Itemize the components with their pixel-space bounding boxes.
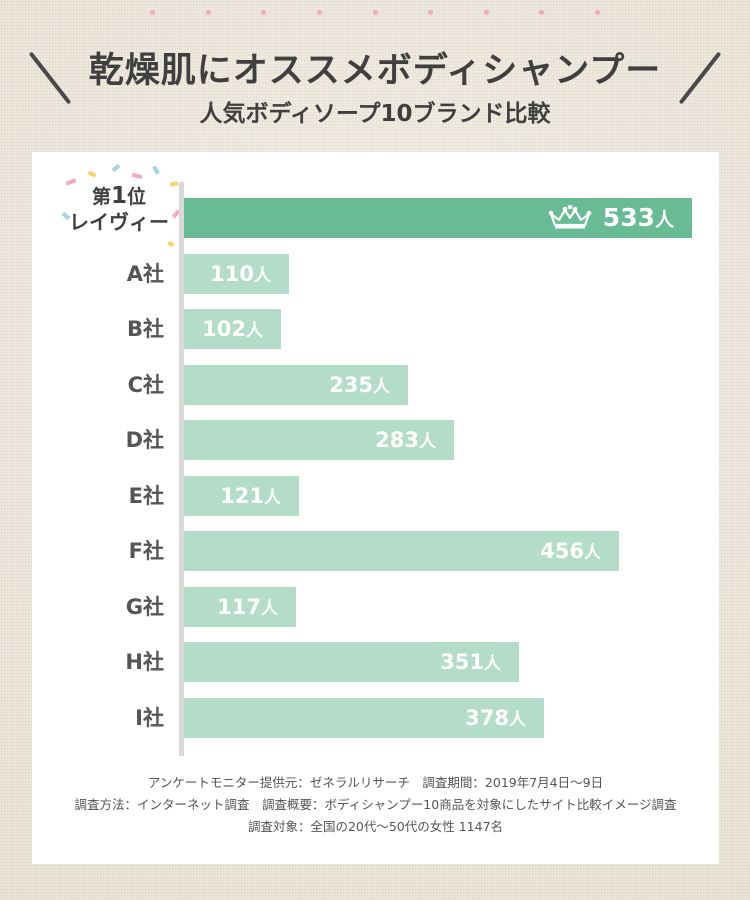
bar-value-number: 378 (465, 705, 509, 730)
bar: 121人 (184, 475, 299, 516)
bar-value-label: 533人 (547, 198, 674, 238)
survey-note-1: アンケートモニター提供元：ゼネラルリサーチ 調査期間：2019年7月4日〜9日 (147, 775, 604, 790)
bar-value-unit: 人 (509, 709, 526, 730)
bar-value-unit: 人 (654, 209, 674, 231)
bar-value-unit: 人 (584, 543, 601, 563)
bar-value-unit: 人 (373, 376, 390, 397)
bar-value-label: 110人 (210, 254, 271, 294)
bar-value-label: 102人 (202, 309, 263, 349)
bar-value-number: 110 (210, 261, 254, 286)
bar: 378人 (184, 697, 544, 738)
winner-name: レイヴィー (69, 210, 169, 234)
bar-value-number: 283 (375, 428, 419, 452)
bar-value-label: 378人 (465, 698, 526, 738)
category-label: G社 (125, 594, 164, 619)
confetti-piece (152, 165, 160, 175)
bar-value-number: 121 (220, 483, 264, 508)
bar-value-number: 456 (540, 539, 584, 563)
confetti-piece (131, 172, 143, 180)
survey-note-2: 調査方法：インターネット調査 調査概要：ボディシャンプー10商品を対象にしたサイ… (74, 797, 677, 812)
title-dots (150, 10, 600, 18)
bar-value-label: 117人 (217, 587, 278, 627)
page-subtitle: 人気ボディソープ10ブランド比較 (199, 101, 551, 127)
bar-value-unit: 人 (246, 321, 263, 341)
bar-value-number: 235 (329, 372, 373, 397)
confetti-piece (111, 163, 121, 173)
bar: 533人 (184, 198, 692, 238)
survey-note-3: 調査対象：全国の20代〜50代の女性 1147名 (247, 819, 504, 834)
winner-rank: 第1位 (91, 183, 147, 209)
bar: 235人 (184, 364, 408, 405)
page-title: 乾燥肌にオススメボディシャンプー (88, 51, 662, 91)
category-label: B社 (126, 317, 164, 341)
bar: 110人 (184, 253, 289, 294)
bar-value-label: 121人 (220, 476, 281, 516)
bar-value-unit: 人 (254, 265, 271, 286)
bar-value-label: 456人 (540, 531, 601, 571)
bar-value-number: 102 (202, 317, 246, 341)
bar: 102人 (184, 309, 281, 349)
category-label: E社 (128, 483, 164, 508)
bar: 117人 (184, 586, 296, 627)
bar-value-label: 235人 (329, 365, 390, 405)
category-label: F社 (128, 539, 164, 563)
bar-value-unit: 人 (419, 432, 436, 452)
bar-value-label: 351人 (440, 642, 501, 682)
bar-value-number: 351 (440, 650, 484, 674)
category-label: H社 (125, 650, 164, 674)
confetti-piece (167, 241, 175, 247)
bar: 283人 (184, 420, 454, 460)
bar-value-number: 533 (602, 203, 655, 232)
bar-value-number: 117 (217, 594, 261, 619)
bar-value-unit: 人 (264, 487, 281, 508)
bar-value-unit: 人 (261, 598, 278, 619)
confetti-piece (87, 170, 97, 178)
chart-card: 第1位 レイヴィー 533人 A社 110人 B社 102人 C社 235人 D社 283人 E社… (32, 152, 719, 864)
bar-value-label: 283人 (375, 420, 436, 460)
category-label: I社 (135, 705, 164, 730)
winner-badge: 第1位 レイヴィー (60, 184, 178, 235)
crown-icon (548, 205, 592, 229)
bar: 456人 (184, 531, 619, 571)
category-label: A社 (126, 261, 164, 286)
bar-value-unit: 人 (484, 654, 501, 674)
bar: 351人 (184, 642, 519, 682)
category-label: C社 (127, 372, 164, 397)
y-axis-line (179, 182, 184, 756)
category-label: D社 (125, 428, 164, 452)
